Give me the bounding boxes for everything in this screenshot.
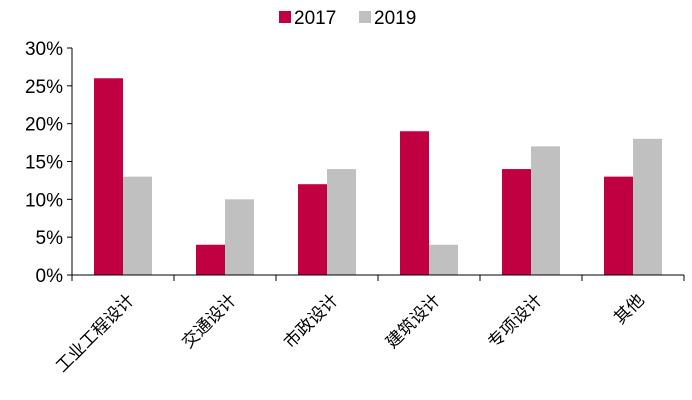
- y-tick-label: 25%: [25, 77, 63, 98]
- bar-2019-1: [225, 199, 254, 275]
- bar-2017-4: [502, 169, 531, 275]
- x-category-label: 建筑设计: [382, 290, 444, 352]
- legend-swatch-2017: [279, 11, 291, 23]
- x-category-label: 市政设计: [280, 290, 342, 352]
- y-tick-label: 30%: [25, 39, 63, 60]
- bar-2019-3: [429, 244, 458, 275]
- bar-2017-5: [604, 176, 633, 275]
- legend: 2017 2019: [279, 8, 416, 29]
- x-category-label: 工业工程设计: [52, 290, 138, 376]
- x-category-label: 其他: [610, 290, 647, 327]
- bar-2019-2: [327, 169, 356, 275]
- legend-swatch-2019: [359, 11, 371, 23]
- bar-2017-1: [196, 244, 225, 275]
- x-category-label: 专项设计: [484, 290, 546, 352]
- y-tick-label: 15%: [25, 153, 63, 174]
- y-tick-label: 20%: [25, 115, 63, 136]
- bar-2019-4: [531, 146, 560, 275]
- y-tick-label: 10%: [25, 190, 63, 211]
- y-tick-label: 0%: [36, 266, 64, 287]
- bar-2019-0: [123, 176, 152, 275]
- bar-2017-3: [400, 131, 429, 275]
- bar-2019-5: [633, 138, 662, 275]
- x-category-label: 交通设计: [178, 290, 240, 352]
- y-tick-label: 5%: [36, 228, 64, 249]
- legend-label-2017: 2017: [294, 8, 336, 29]
- y-axis: 0% 5% 10% 15% 20% 25% 30%: [25, 39, 73, 287]
- x-axis: 工业工程设计 交通设计 市政设计 建筑设计 专项设计 其他: [52, 274, 685, 376]
- bar-2017-0: [94, 78, 123, 276]
- bar-2017-2: [298, 184, 327, 275]
- bars: [94, 78, 662, 276]
- legend-label-2019: 2019: [374, 8, 416, 29]
